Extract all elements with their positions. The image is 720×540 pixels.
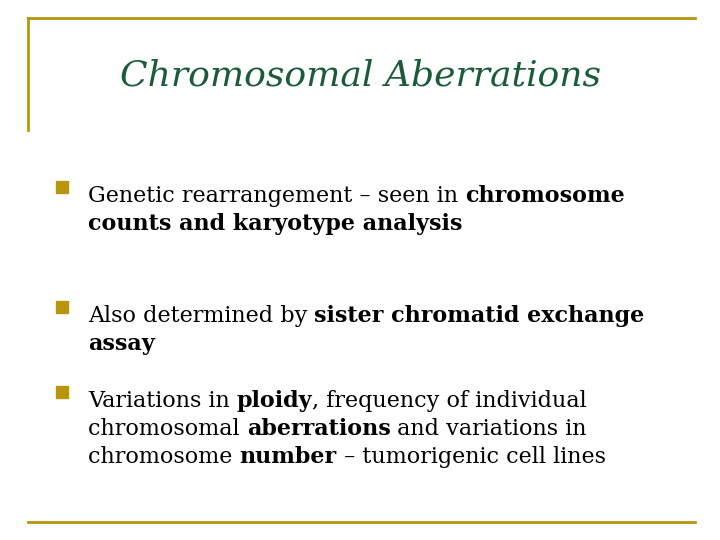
Text: chromosome: chromosome [88, 446, 240, 468]
Text: Chromosomal Aberrations: Chromosomal Aberrations [120, 58, 600, 92]
Text: – tumorigenic cell lines: – tumorigenic cell lines [337, 446, 606, 468]
Text: ploidy: ploidy [237, 390, 312, 412]
Text: Variations in: Variations in [88, 390, 237, 412]
Text: counts and karyotype analysis: counts and karyotype analysis [88, 213, 462, 235]
Bar [56, 386, 68, 398]
Text: chromosomal: chromosomal [88, 418, 247, 440]
Text: number: number [240, 446, 337, 468]
Text: Genetic rearrangement – seen in: Genetic rearrangement – seen in [88, 185, 465, 207]
Bar [56, 301, 68, 313]
Text: chromosome: chromosome [465, 185, 625, 207]
Text: sister chromatid exchange: sister chromatid exchange [315, 305, 644, 327]
Text: , frequency of individual: , frequency of individual [312, 390, 588, 412]
Text: Also determined by: Also determined by [88, 305, 315, 327]
Bar [56, 181, 68, 193]
Text: and variations in: and variations in [390, 418, 587, 440]
Text: assay: assay [88, 333, 155, 355]
Text: aberrations: aberrations [247, 418, 390, 440]
